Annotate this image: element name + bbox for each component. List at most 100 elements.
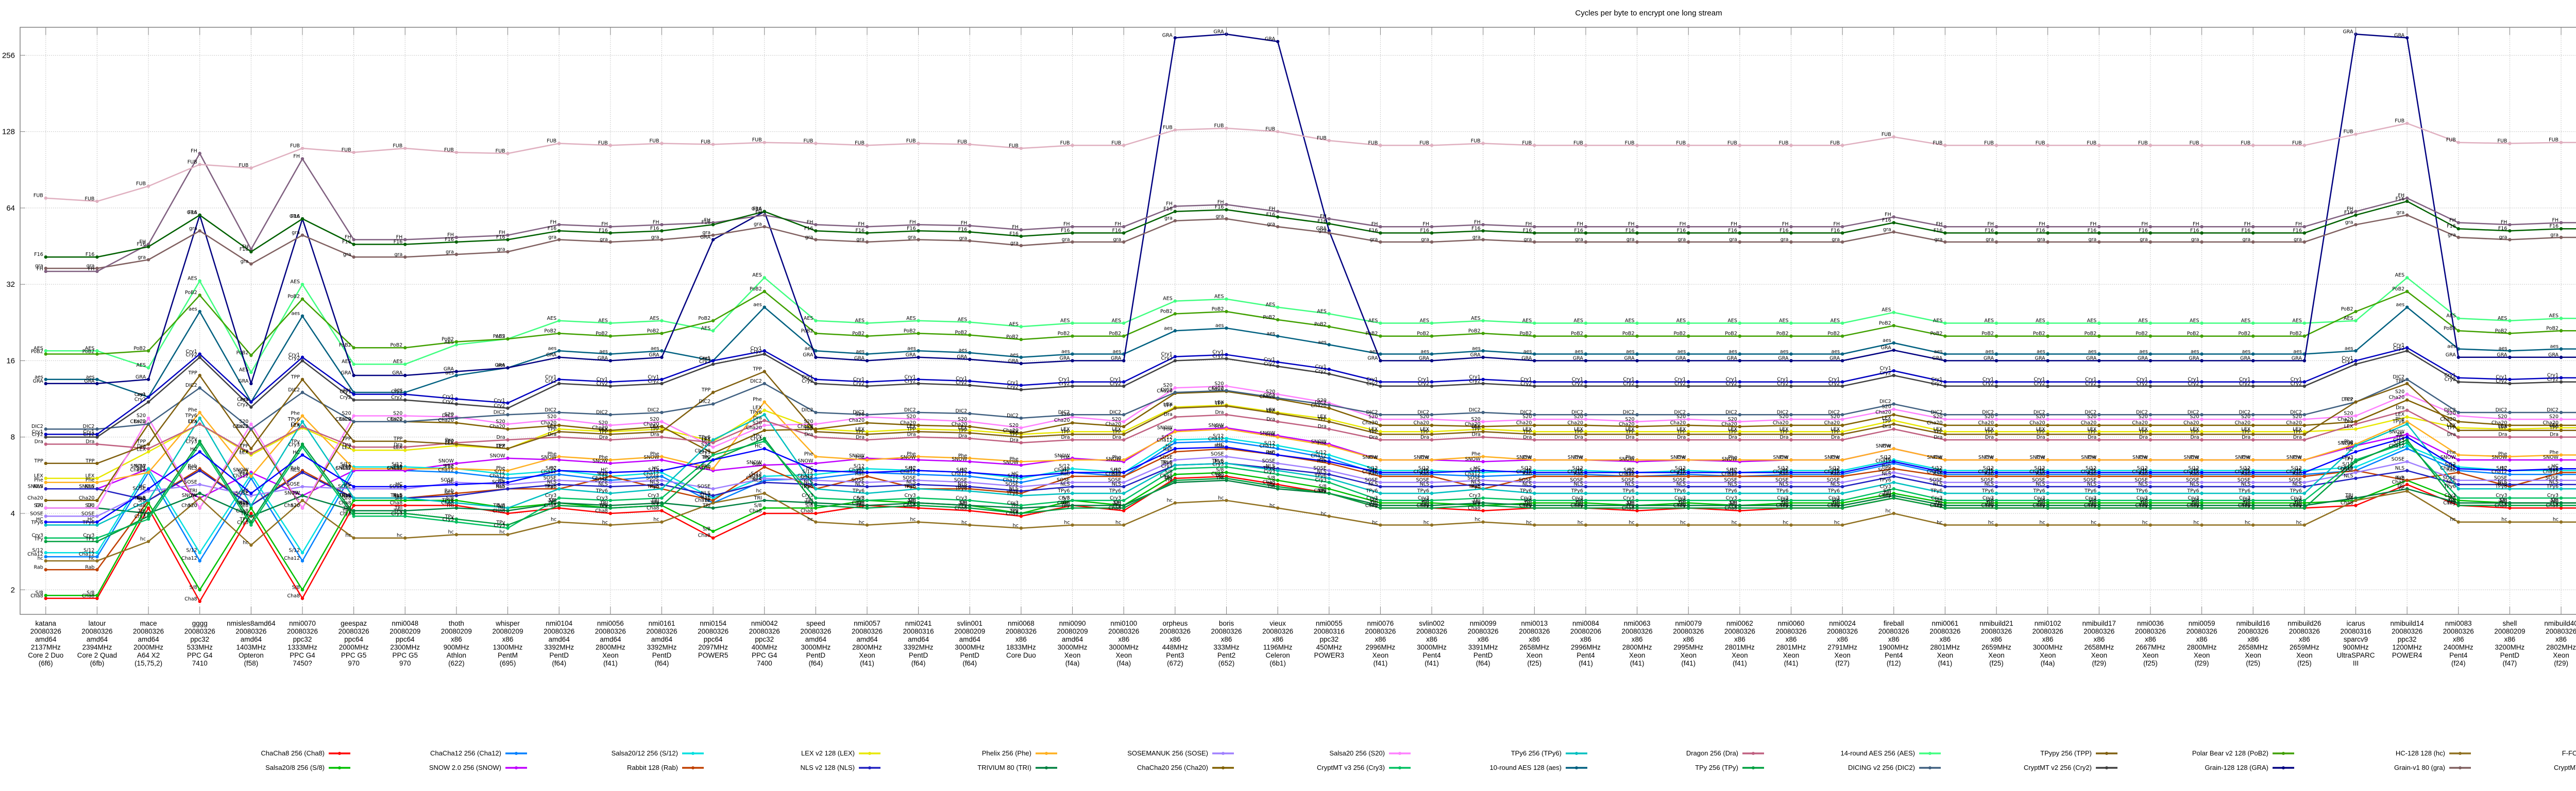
data-point xyxy=(2251,418,2255,421)
data-label: LEX xyxy=(907,424,916,429)
x-tick-label-line: 3392MHz xyxy=(647,644,677,651)
data-point xyxy=(557,504,561,507)
data-label: S20 xyxy=(1985,414,1994,420)
data-point xyxy=(557,427,561,431)
data-point xyxy=(146,517,150,521)
data-label: TPy xyxy=(907,501,917,506)
data-label: hc xyxy=(1269,503,1275,509)
data-label: Cha8 xyxy=(1724,506,1737,511)
data-label: hc xyxy=(1988,520,1994,526)
data-point xyxy=(2559,410,2563,415)
data-point xyxy=(2046,413,2049,417)
data-point xyxy=(608,433,613,436)
data-label: TPP xyxy=(137,439,146,445)
data-label: F16 xyxy=(1163,207,1173,212)
data-point xyxy=(2405,276,2409,280)
data-label: FH xyxy=(37,266,43,272)
data-point xyxy=(1584,458,1588,462)
data-label: LEX xyxy=(1625,426,1635,432)
data-label: AES xyxy=(650,316,659,321)
data-point xyxy=(968,471,972,474)
data-point xyxy=(2354,132,2358,136)
data-point xyxy=(2046,498,2049,502)
data-point xyxy=(608,485,613,489)
data-label: Cha20 xyxy=(79,495,95,501)
data-label: TPP xyxy=(291,374,300,380)
data-point xyxy=(352,514,355,518)
series-line xyxy=(45,123,2576,202)
data-point xyxy=(1430,458,1434,462)
x-tick-label-line: nmi0013 xyxy=(1521,620,1548,627)
data-point xyxy=(1533,438,1536,442)
data-label: NLS xyxy=(1522,482,1532,487)
data-point xyxy=(1840,485,1844,489)
data-label: HC xyxy=(344,482,351,487)
x-tick-label-line: (6f6) xyxy=(39,660,53,667)
data-label: FUB xyxy=(1214,123,1224,129)
data-point xyxy=(865,321,869,325)
data-label: Dra xyxy=(1061,435,1070,440)
data-point xyxy=(1430,480,1434,484)
x-tick-label-line: (652) xyxy=(1218,660,1235,667)
data-label: SNOW xyxy=(79,484,95,489)
data-label: AES xyxy=(1471,316,1481,321)
data-label: Cha8 xyxy=(133,503,146,509)
data-label: Phe xyxy=(650,452,659,457)
data-point xyxy=(95,536,99,540)
data-label: Dra xyxy=(445,438,454,443)
data-point xyxy=(608,471,613,474)
data-point xyxy=(1840,506,1844,510)
data-label: HC xyxy=(2192,468,2199,473)
data-point xyxy=(403,238,407,242)
data-label: gra xyxy=(1626,237,1635,243)
data-label: Cha8 xyxy=(801,508,814,514)
data-point xyxy=(557,238,561,242)
data-label: hc xyxy=(2399,486,2404,492)
data-label: S20 xyxy=(1831,414,1840,420)
x-tick-label-line: x86 xyxy=(1580,635,1591,643)
data-label: S/12 xyxy=(2548,466,2558,471)
data-point xyxy=(44,435,48,439)
data-point xyxy=(403,398,407,402)
data-point xyxy=(1892,230,1895,234)
data-label: Cry1 xyxy=(1982,377,1994,383)
data-label: HC xyxy=(806,466,814,471)
data-point xyxy=(1635,413,1639,417)
data-point xyxy=(300,377,304,381)
x-tick-label-line: x86 xyxy=(2453,635,2464,643)
data-point xyxy=(300,485,304,489)
data-point xyxy=(1533,474,1536,478)
data-point xyxy=(198,355,201,359)
data-label: HC xyxy=(601,468,608,473)
x-tick-label-line: 20080209 xyxy=(441,628,472,635)
x-tick-label-line: (f29) xyxy=(2195,660,2209,667)
data-label: HC xyxy=(1114,468,1121,473)
data-point xyxy=(506,473,510,476)
data-label: TPP xyxy=(342,436,351,442)
data-label: Rab xyxy=(291,466,300,471)
data-point xyxy=(1738,430,1742,434)
data-label: Rab xyxy=(2293,471,2302,477)
data-point xyxy=(2559,141,2563,144)
data-label: SOSE xyxy=(440,477,454,483)
data-point xyxy=(1533,433,1536,436)
data-label: Cha12 xyxy=(1978,469,1994,475)
data-label: Rab xyxy=(1112,471,1121,477)
x-tick-label: nmi0055 20080316 ppc32 450MHz POWER3 xyxy=(1314,620,1345,659)
data-point xyxy=(1892,494,1895,497)
data-label: TPy6 xyxy=(1263,466,1275,471)
data-label: S/12 xyxy=(443,463,454,469)
x-tick-label-line: amd64 xyxy=(87,635,108,643)
data-label: FUB xyxy=(1368,140,1378,146)
data-label: Cry1 xyxy=(237,397,248,403)
data-label: hc xyxy=(705,498,710,504)
x-tick-label-line: amd64 xyxy=(856,635,878,643)
y-tick-label: 16 xyxy=(6,356,15,365)
data-point xyxy=(2148,359,2153,363)
data-label: SOSE xyxy=(1262,458,1276,464)
data-point xyxy=(44,536,48,540)
data-label: aes xyxy=(1472,346,1481,351)
data-label: PoB2 xyxy=(1314,321,1327,327)
data-label: FH xyxy=(858,221,865,227)
data-label: S/8 xyxy=(1781,498,1788,504)
